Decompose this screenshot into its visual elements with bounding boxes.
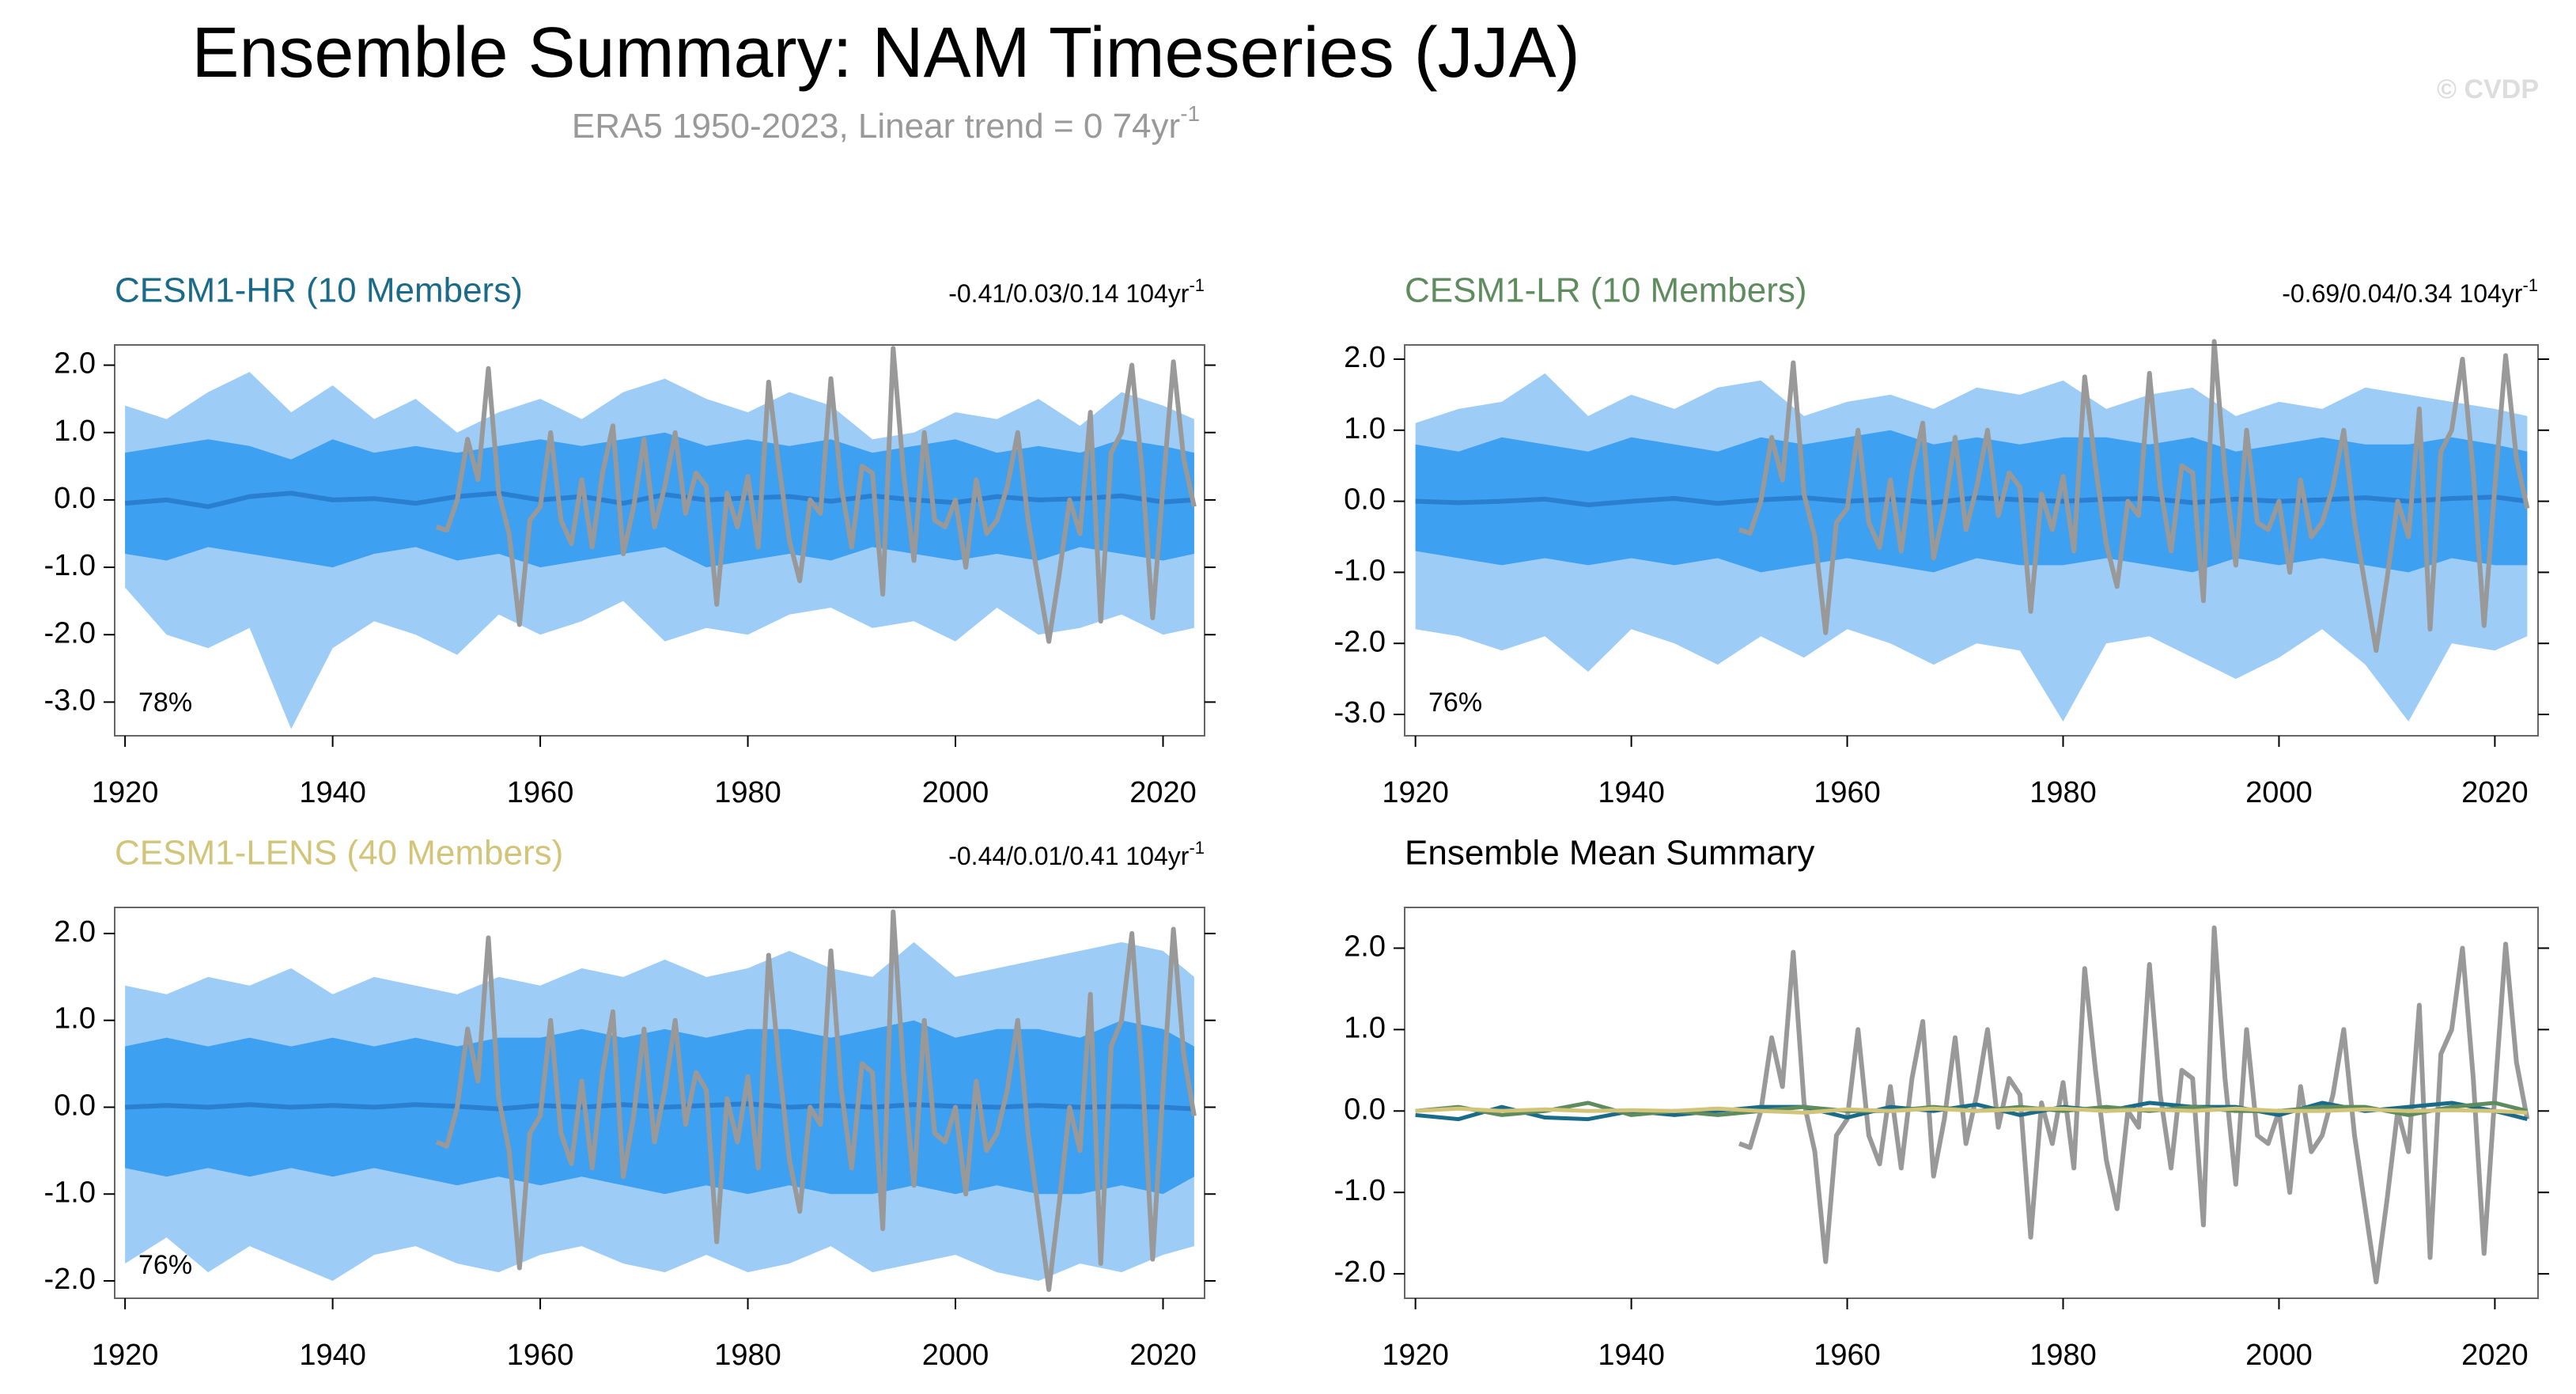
stat-text: -0.44/0.01/0.41 104yr	[948, 842, 1190, 870]
percent-label: 76%	[1428, 688, 1482, 718]
x-tick-label: 1940	[299, 1339, 366, 1372]
x-tick-label: 1980	[714, 776, 781, 809]
x-tick-label: 1940	[299, 776, 366, 809]
y-tick-label: -3.0	[44, 684, 96, 717]
x-tick-label: 2020	[2461, 776, 2529, 809]
plot-frame	[1404, 907, 2539, 1299]
y-tick-label: -1.0	[1334, 554, 1386, 587]
y-tick-label: -2.0	[1334, 1256, 1386, 1289]
x-tick-label: 1920	[1382, 1339, 1449, 1372]
observed-line	[435, 346, 1197, 644]
panel-title: Ensemble Mean Summary	[1405, 834, 1814, 873]
x-tick-label: 1940	[1598, 776, 1665, 809]
y-tick-label: 1.0	[54, 1002, 96, 1036]
y-tick-label: 0.0	[1344, 1093, 1386, 1126]
y-tick-label: -1.0	[44, 549, 96, 582]
x-tick-label: 2020	[2461, 1339, 2529, 1372]
panel-title: CESM1-HR (10 Members)	[115, 271, 523, 310]
y-tick-label: 2.0	[1344, 930, 1386, 963]
y-tick-label: 0.0	[54, 1089, 96, 1123]
stat-sup: -1	[1189, 275, 1205, 295]
x-tick-label: 2000	[2245, 776, 2313, 809]
y-tick-label: 1.0	[54, 415, 96, 448]
y-tick-label: 2.0	[54, 347, 96, 381]
plot-frame	[1404, 344, 2539, 737]
stat-text: -0.69/0.04/0.34 104yr	[2282, 279, 2523, 308]
x-tick-label: 2000	[922, 1339, 989, 1372]
percent-label: 76%	[138, 1250, 192, 1280]
panel-stat: -0.44/0.01/0.41 104yr-1	[948, 838, 1205, 871]
y-tick-label: -2.0	[44, 1263, 96, 1296]
x-tick-label: 2000	[2245, 1339, 2313, 1372]
x-tick-label: 2020	[1129, 1339, 1197, 1372]
y-tick-label: 2.0	[54, 915, 96, 949]
observed-line	[1738, 339, 2530, 653]
plot-frame	[114, 907, 1205, 1299]
page-subtitle: ERA5 1950-2023, Linear trend = 0 74yr-1	[572, 101, 1200, 145]
plot-frame	[114, 344, 1205, 737]
y-tick-label: -2.0	[44, 616, 96, 650]
observed-line	[435, 909, 1197, 1293]
x-tick-label: 1920	[92, 776, 159, 809]
x-tick-label: 1960	[507, 1339, 574, 1372]
x-tick-label: 1940	[1598, 1339, 1665, 1372]
x-tick-label: 1960	[507, 776, 574, 809]
panel-stat: -0.69/0.04/0.34 104yr-1	[2282, 275, 2538, 309]
mean-line	[1415, 1106, 2528, 1115]
y-tick-label: -1.0	[1334, 1174, 1386, 1207]
x-tick-label: 2000	[922, 776, 989, 809]
x-tick-label: 1960	[1814, 776, 1881, 809]
y-tick-label: 0.0	[1344, 483, 1386, 517]
y-tick-label: -3.0	[1334, 696, 1386, 729]
observed-line	[1738, 925, 2530, 1285]
stat-sup: -1	[2522, 275, 2538, 295]
x-tick-label: 1980	[2029, 1339, 2097, 1372]
y-tick-label: -1.0	[44, 1176, 96, 1209]
x-tick-label: 1980	[2029, 776, 2097, 809]
x-tick-label: 1980	[714, 1339, 781, 1372]
x-tick-label: 2020	[1129, 776, 1197, 809]
stat-sup: -1	[1189, 838, 1205, 858]
stat-text: -0.41/0.03/0.14 104yr	[948, 279, 1190, 308]
x-tick-label: 1920	[92, 1339, 159, 1372]
credit: © CVDP	[2437, 74, 2539, 104]
y-tick-label: -2.0	[1334, 625, 1386, 658]
y-tick-label: 0.0	[54, 482, 96, 515]
panel-stat: -0.41/0.03/0.14 104yr-1	[948, 275, 1205, 309]
y-tick-label: 2.0	[1344, 341, 1386, 374]
percent-label: 78%	[138, 688, 192, 718]
x-tick-label: 1960	[1814, 1339, 1881, 1372]
subtitle-sup: -1	[1180, 101, 1200, 126]
subtitle-text: ERA5 1950-2023, Linear trend = 0 74yr	[572, 107, 1180, 146]
page-title: Ensemble Summary: NAM Timeseries (JJA)	[191, 13, 1579, 93]
y-tick-label: 1.0	[1344, 412, 1386, 445]
y-tick-label: 1.0	[1344, 1011, 1386, 1044]
panel-title: CESM1-LENS (40 Members)	[115, 834, 563, 873]
panel-title: CESM1-LR (10 Members)	[1405, 271, 1807, 310]
x-tick-label: 1920	[1382, 776, 1449, 809]
